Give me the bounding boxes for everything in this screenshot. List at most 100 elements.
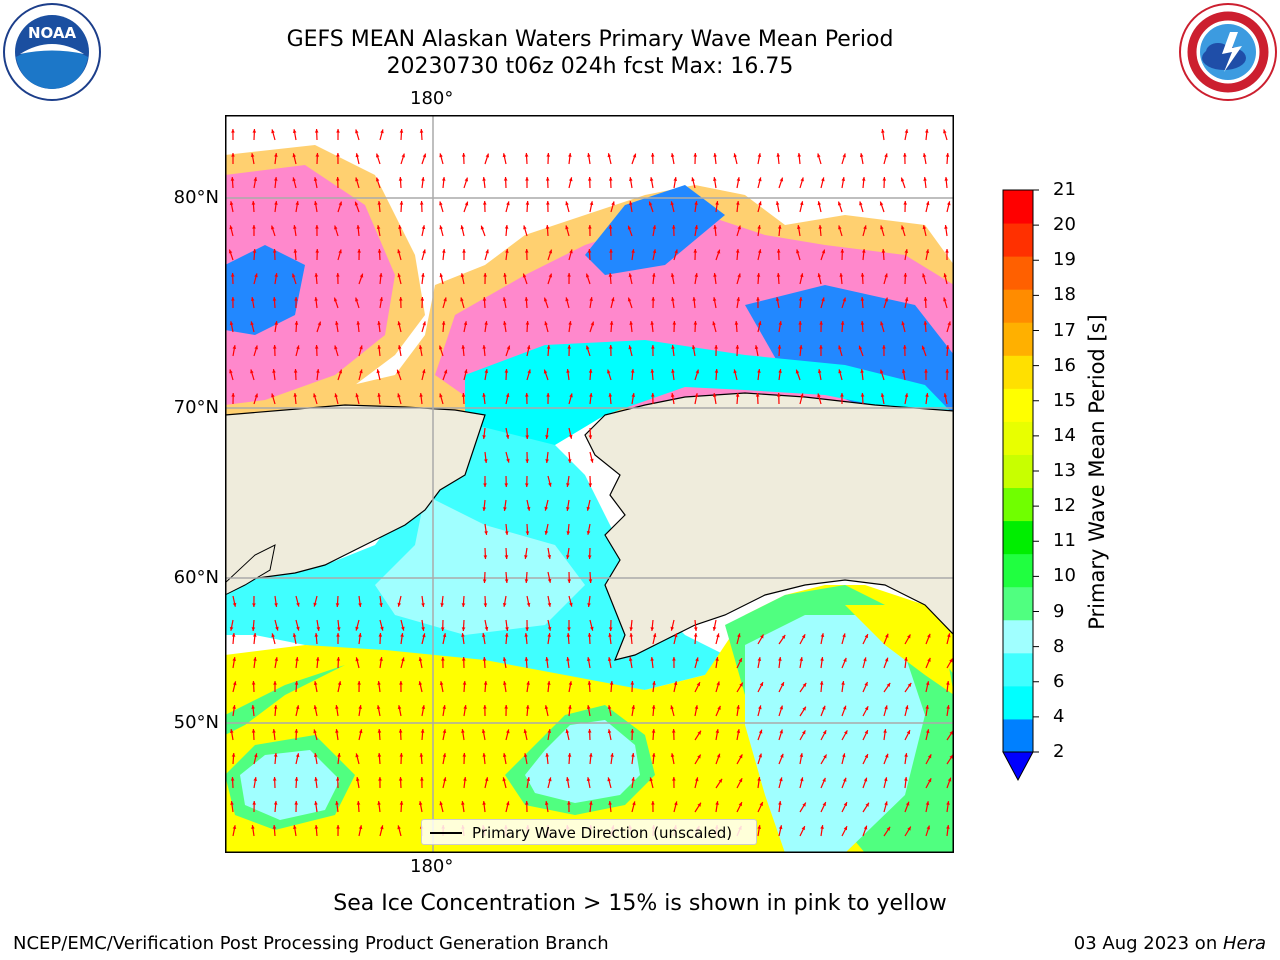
wave-arrowhead xyxy=(568,434,573,439)
wave-arrowhead xyxy=(840,321,845,325)
wave-arrowhead xyxy=(338,201,343,206)
wave-arrowhead xyxy=(523,753,528,758)
wave-arrowhead xyxy=(336,633,340,637)
wave-arrowhead xyxy=(251,705,255,709)
wave-arrowhead xyxy=(714,369,719,373)
wave-arrowhead xyxy=(422,633,426,638)
wave-arrowhead xyxy=(231,393,235,397)
wave-arrowhead xyxy=(904,249,909,253)
wave-arrowhead xyxy=(863,657,867,662)
wave-arrowhead xyxy=(565,297,569,302)
wave-arrowhead xyxy=(737,225,741,230)
wave-arrowhead xyxy=(841,177,846,181)
lon-label-bottom: 180° xyxy=(410,856,454,877)
wave-arrowhead xyxy=(317,321,322,326)
wave-arrowhead xyxy=(818,225,823,229)
wave-arrowhead xyxy=(817,201,822,206)
wave-arrowhead xyxy=(377,345,381,349)
wave-arrowhead xyxy=(739,682,743,687)
wave-arrowhead xyxy=(272,825,277,829)
wave-arrowhead xyxy=(335,177,340,181)
wave-arrowhead xyxy=(945,249,949,253)
wave-arrowhead xyxy=(883,777,888,782)
wave-arrowhead xyxy=(355,153,360,158)
wave-arrowhead xyxy=(358,705,362,709)
wave-arrowhead xyxy=(838,225,842,230)
wave-arrowhead xyxy=(502,777,506,782)
wave-arrowhead xyxy=(589,801,593,805)
wave-arrowhead xyxy=(798,297,803,301)
wave-arrowhead xyxy=(355,177,359,182)
wave-arrowhead xyxy=(758,201,762,206)
wave-arrowhead xyxy=(945,345,950,349)
wave-arrowhead xyxy=(397,249,401,254)
wave-arrowhead xyxy=(800,177,804,182)
wave-arrowhead xyxy=(802,730,806,735)
wave-arrowhead xyxy=(569,249,573,254)
colorbar-band xyxy=(1003,619,1033,654)
wave-arrowhead xyxy=(947,777,952,782)
wave-arrowhead xyxy=(313,602,317,607)
wave-arrowhead xyxy=(229,729,234,733)
wave-arrowhead xyxy=(547,602,552,607)
wave-arrowhead xyxy=(524,579,529,583)
wave-arrowhead xyxy=(355,657,360,662)
wave-arrowhead xyxy=(650,627,655,631)
wave-arrowhead xyxy=(652,633,657,638)
wave-arrowhead xyxy=(587,555,592,559)
wave-arrowhead xyxy=(379,603,383,607)
wave-arrowhead xyxy=(860,321,865,325)
wave-arrowhead xyxy=(757,153,762,158)
wave-arrowhead xyxy=(421,177,425,181)
wave-arrowhead xyxy=(250,369,254,374)
wave-arrowhead xyxy=(314,297,318,301)
wave-arrowhead xyxy=(525,531,530,535)
wave-arrowhead xyxy=(780,753,784,758)
wave-arrowhead xyxy=(336,153,340,157)
wave-arrowhead xyxy=(865,802,869,807)
wave-arrowhead xyxy=(713,177,717,181)
wave-arrowhead xyxy=(697,802,701,807)
wave-arrowhead xyxy=(736,297,740,301)
wave-arrowhead xyxy=(925,201,930,206)
wave-arrowhead xyxy=(484,369,489,373)
wave-arrowhead xyxy=(355,393,359,398)
wave-arrowhead xyxy=(504,579,509,583)
wave-arrowhead xyxy=(314,201,318,205)
wave-arrowhead xyxy=(904,297,909,302)
wave-arrowhead xyxy=(649,177,654,182)
wave-arrowhead xyxy=(292,153,297,158)
wave-arrowhead xyxy=(946,801,950,805)
colorbar-tick-label: 9 xyxy=(1053,600,1065,622)
wave-arrowhead xyxy=(294,777,299,781)
map-gridlines xyxy=(225,115,954,853)
wave-arrowhead xyxy=(229,626,234,631)
wave-arrowhead xyxy=(566,369,570,373)
wave-arrowhead xyxy=(482,801,486,805)
wave-arrowhead xyxy=(927,778,932,783)
wave-arrowhead xyxy=(270,225,275,230)
lat-label-60n: 60°N xyxy=(173,567,219,588)
wave-arrowhead xyxy=(274,153,278,157)
wave-arrowhead xyxy=(464,201,469,206)
wave-arrowhead xyxy=(314,801,318,805)
wave-arrowhead xyxy=(568,705,572,709)
wave-arrowhead xyxy=(901,369,906,373)
colorbar-title: Primary Wave Mean Period [s] xyxy=(1085,314,1109,630)
wave-arrowhead xyxy=(251,627,256,631)
wave-arrowhead xyxy=(441,177,446,181)
wave-arrowhead xyxy=(864,634,868,639)
wave-arrowhead xyxy=(251,681,256,685)
wave-arrowhead xyxy=(716,249,721,254)
wave-arrowhead xyxy=(651,705,656,709)
wave-arrowhead xyxy=(822,777,826,782)
wave-arrowhead xyxy=(904,753,908,757)
wave-arrowhead xyxy=(569,393,573,398)
wave-arrowhead xyxy=(697,754,701,759)
wave-arrowhead xyxy=(925,801,930,806)
colorbar-band xyxy=(1003,553,1033,588)
wave-arrowhead xyxy=(902,345,907,349)
colorbar-tick-label: 18 xyxy=(1053,284,1076,306)
wave-arrowhead xyxy=(313,705,318,710)
wave-arrowhead xyxy=(884,657,889,662)
